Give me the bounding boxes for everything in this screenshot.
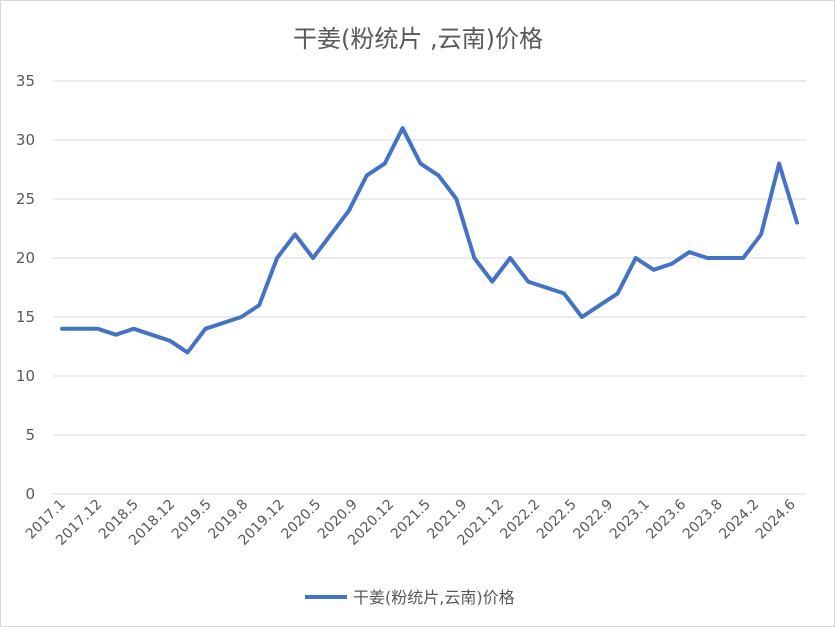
x-axis-ticks: 2017.12017.122018.52018.122019.52019.820…	[23, 496, 799, 548]
y-tick-label: 0	[25, 485, 35, 503]
x-tick-label: 2019.5	[169, 497, 215, 543]
x-tick-label: 2022.9	[570, 497, 616, 543]
y-tick-label: 15	[16, 308, 35, 326]
x-tick-label: 2022.5	[534, 497, 580, 543]
x-tick-label: 2024.2	[716, 497, 762, 543]
series-line	[60, 126, 799, 355]
gridlines	[53, 80, 806, 495]
x-tick-label: 2023.1	[607, 497, 653, 543]
y-tick-label: 5	[25, 426, 35, 444]
x-tick-label: 2023.6	[643, 496, 689, 542]
chart-title: 干姜(粉统片 ,云南)价格	[293, 25, 543, 53]
x-tick-label: 2021.5	[388, 497, 434, 543]
x-tick-label: 2020.5	[278, 497, 324, 543]
y-axis-ticks: 0 5 10 15 20 25 30 35	[16, 72, 35, 503]
legend: 干姜(粉统片,云南)价格	[305, 588, 515, 607]
y-tick-label: 20	[16, 249, 35, 267]
y-tick-label: 25	[16, 190, 35, 208]
x-tick-label: 2023.8	[680, 497, 726, 543]
y-tick-label: 30	[16, 131, 35, 149]
legend-label: 干姜(粉统片,云南)价格	[353, 588, 515, 607]
y-tick-label: 10	[16, 367, 35, 385]
y-tick-label: 35	[16, 72, 35, 90]
series-layer	[60, 126, 799, 355]
x-tick-label: 2024.6	[753, 496, 799, 542]
x-tick-label: 2022.2	[497, 497, 543, 543]
